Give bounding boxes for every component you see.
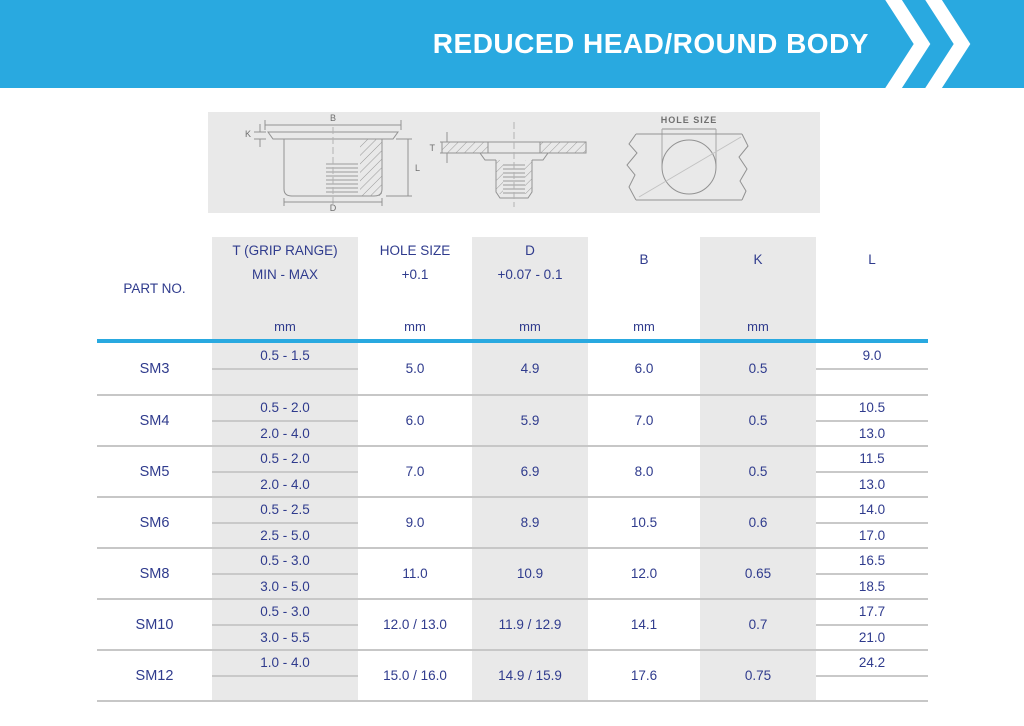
dim-label-k: K bbox=[245, 129, 251, 139]
table-row: SM10 0.5 - 3.0 3.0 - 5.5 12.0 / 13.0 11.… bbox=[97, 598, 928, 649]
double-chevron-icon bbox=[885, 0, 971, 88]
part-no-cell: SM12 bbox=[135, 667, 174, 684]
k-cell: 0.75 bbox=[700, 651, 816, 700]
b-cell: 6.0 bbox=[634, 361, 654, 376]
grip-range-cell: 0.5 - 2.0 2.0 - 4.0 bbox=[212, 396, 358, 445]
hole-size-label: HOLE SIZE bbox=[661, 115, 718, 125]
header-k: K mm bbox=[700, 237, 816, 339]
grip-range-cell: 1.0 - 4.0 bbox=[212, 651, 358, 700]
hole-view-drawing: HOLE SIZE bbox=[626, 115, 749, 201]
header-part-no: PART NO. bbox=[123, 280, 186, 296]
l-cell: 16.5 18.5 bbox=[816, 549, 928, 598]
table-row: SM6 0.5 - 2.5 2.5 - 5.0 9.0 8.9 10.5 0.6… bbox=[97, 496, 928, 547]
hole-size-cell: 9.0 bbox=[405, 515, 425, 530]
d-cell: 11.9 / 12.9 bbox=[472, 600, 588, 649]
l-cell: 17.7 21.0 bbox=[816, 600, 928, 649]
header-d: D +0.07 - 0.1 mm bbox=[472, 237, 588, 339]
grip-range-cell: 0.5 - 3.0 3.0 - 5.5 bbox=[212, 600, 358, 649]
b-cell: 10.5 bbox=[630, 515, 658, 530]
dim-label-t: T bbox=[430, 143, 436, 153]
table-row: SM4 0.5 - 2.0 2.0 - 4.0 6.0 5.9 7.0 0.5 … bbox=[97, 394, 928, 445]
front-view-drawing: B K L D bbox=[245, 113, 420, 213]
part-no-cell: SM4 bbox=[139, 412, 170, 429]
part-no-cell: SM8 bbox=[139, 565, 170, 582]
l-cell: 24.2 bbox=[816, 651, 928, 700]
hole-size-cell: 7.0 bbox=[405, 464, 425, 479]
d-cell: 4.9 bbox=[472, 343, 588, 394]
technical-drawing-panel: B K L D bbox=[208, 112, 820, 213]
k-cell: 0.7 bbox=[700, 600, 816, 649]
d-cell: 5.9 bbox=[472, 396, 588, 445]
b-cell: 14.1 bbox=[630, 617, 658, 632]
table-body: SM3 0.5 - 1.5 5.0 4.9 6.0 0.5 9.0 SM4 0.… bbox=[97, 343, 928, 702]
l-cell: 11.5 13.0 bbox=[816, 447, 928, 496]
section-view-drawing: T bbox=[430, 122, 587, 207]
hole-size-cell: 12.0 / 13.0 bbox=[383, 617, 447, 632]
hole-size-cell: 6.0 bbox=[405, 413, 425, 428]
part-no-cell: SM10 bbox=[135, 616, 174, 633]
l-cell: 14.0 17.0 bbox=[816, 498, 928, 547]
table-header-row: PART NO. T (GRIP RANGE) MIN - MAX mm HOL… bbox=[97, 237, 928, 343]
d-cell: 14.9 / 15.9 bbox=[472, 651, 588, 700]
k-cell: 0.65 bbox=[700, 549, 816, 598]
part-no-cell: SM6 bbox=[139, 514, 170, 531]
rivet-nut-diagram: B K L D bbox=[245, 113, 749, 213]
l-cell: 10.5 13.0 bbox=[816, 396, 928, 445]
k-cell: 0.5 bbox=[700, 447, 816, 496]
table-row: SM5 0.5 - 2.0 2.0 - 4.0 7.0 6.9 8.0 0.5 … bbox=[97, 445, 928, 496]
table-row: SM8 0.5 - 3.0 3.0 - 5.0 11.0 10.9 12.0 0… bbox=[97, 547, 928, 598]
hole-size-cell: 5.0 bbox=[405, 361, 425, 376]
header-hole-size: HOLE SIZE +0.1 mm bbox=[379, 243, 451, 334]
b-cell: 8.0 bbox=[634, 464, 654, 479]
b-cell: 17.6 bbox=[630, 668, 658, 683]
hole-size-cell: 11.0 bbox=[402, 566, 428, 581]
header-b: B mm bbox=[633, 252, 655, 334]
grip-range-cell: 0.5 - 1.5 bbox=[212, 343, 358, 394]
table-row: SM12 1.0 - 4.0 15.0 / 16.0 14.9 / 15.9 1… bbox=[97, 649, 928, 700]
header-grip-range: T (GRIP RANGE) MIN - MAX mm bbox=[212, 237, 358, 339]
k-cell: 0.5 bbox=[700, 343, 816, 394]
header-banner: REDUCED HEAD/ROUND BODY bbox=[0, 0, 1024, 88]
l-cell: 9.0 bbox=[816, 343, 928, 394]
k-cell: 0.5 bbox=[700, 396, 816, 445]
d-cell: 6.9 bbox=[472, 447, 588, 496]
grip-range-cell: 0.5 - 2.0 2.0 - 4.0 bbox=[212, 447, 358, 496]
grip-range-cell: 0.5 - 3.0 3.0 - 5.0 bbox=[212, 549, 358, 598]
spec-table: PART NO. T (GRIP RANGE) MIN - MAX mm HOL… bbox=[97, 237, 928, 702]
b-cell: 12.0 bbox=[630, 566, 658, 581]
header-l: L bbox=[868, 252, 876, 267]
table-row: SM3 0.5 - 1.5 5.0 4.9 6.0 0.5 9.0 bbox=[97, 343, 928, 394]
dim-label-b: B bbox=[330, 113, 336, 123]
dim-label-l: L bbox=[415, 163, 420, 173]
part-no-cell: SM3 bbox=[139, 360, 170, 377]
grip-range-cell: 0.5 - 2.5 2.5 - 5.0 bbox=[212, 498, 358, 547]
b-cell: 7.0 bbox=[634, 413, 654, 428]
part-no-cell: SM5 bbox=[139, 463, 170, 480]
dim-label-d: D bbox=[330, 203, 337, 213]
hole-size-cell: 15.0 / 16.0 bbox=[383, 668, 447, 683]
d-cell: 8.9 bbox=[472, 498, 588, 547]
d-cell: 10.9 bbox=[472, 549, 588, 598]
k-cell: 0.6 bbox=[700, 498, 816, 547]
page-title: REDUCED HEAD/ROUND BODY bbox=[432, 28, 869, 59]
